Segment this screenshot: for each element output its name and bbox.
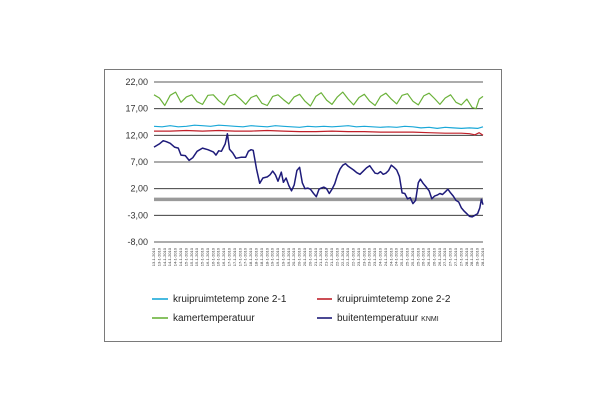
- x-tick-label: 24-1-2010: [378, 247, 383, 266]
- series-line-0: [153, 124, 484, 129]
- x-tick-label: 18-1-2010: [259, 247, 264, 266]
- x-tick-label: 20-1-2010: [297, 247, 302, 266]
- x-tick-label: 17-1-2010: [232, 247, 237, 266]
- y-tick-label: -8,00: [127, 237, 148, 247]
- x-tick-label: 16-1-2010: [205, 247, 210, 266]
- legend-item-buitentemperatuur: buitentemperatuur KNMI: [317, 313, 439, 324]
- x-tick-label: 19-1-2010: [270, 247, 275, 266]
- legend-label-zone-2-2: kruipruimtetemp zone 2-2: [337, 294, 451, 305]
- x-tick-label: 26-1-2010: [426, 247, 431, 266]
- x-tick-label: 26-1-2010: [437, 247, 442, 266]
- x-tick-label: 20-1-2010: [307, 247, 312, 266]
- x-tick-label: 16-1-2010: [210, 247, 215, 266]
- y-tick-label: 12,00: [125, 130, 148, 140]
- x-tick-label: 14-1-2010: [167, 247, 172, 266]
- x-tick-label: 15-1-2010: [200, 247, 205, 266]
- x-tick-label: 13-1-2010: [151, 247, 156, 266]
- y-tick-label: 22,00: [125, 77, 148, 87]
- y-tick-label: 7,00: [130, 157, 148, 167]
- x-tick-label: 17-1-2010: [227, 247, 232, 266]
- x-tick-label: 16-1-2010: [216, 247, 221, 266]
- x-tick-label: 28-1-2010: [475, 247, 480, 266]
- legend-item-kamertemperatuur: kamertemperatuur: [152, 313, 255, 324]
- x-tick-label: 24-1-2010: [383, 247, 388, 266]
- series-layer: [153, 91, 484, 218]
- y-tick-label: -3,00: [127, 210, 148, 220]
- legend-label-zone-2-1: kruipruimtetemp zone 2-1: [173, 294, 287, 305]
- x-axis-tick-labels: 13-1-2010 13-1-2010 14-1-2010 14-1-2010 14-1…: [151, 247, 485, 266]
- x-tick-label: 13-1-2010: [156, 247, 161, 266]
- x-tick-label: 23-1-2010: [367, 247, 372, 266]
- x-tick-label: 19-1-2010: [286, 247, 291, 266]
- x-tick-label: 23-1-2010: [361, 247, 366, 266]
- legend-label-buitentemperatuur: buitentemperatuur KNMI: [337, 313, 439, 324]
- legend-item-zone-2-1: kruipruimtetemp zone 2-1: [152, 294, 287, 305]
- x-tick-label: 15-1-2010: [194, 247, 199, 266]
- x-tick-label: 27-1-2010: [453, 247, 458, 266]
- x-tick-label: 25-1-2010: [415, 247, 420, 266]
- x-tick-label: 21-1-2010: [329, 247, 334, 266]
- legend-label-kamertemperatuur: kamertemperatuur: [173, 313, 255, 324]
- x-tick-label: 15-1-2010: [183, 247, 188, 266]
- x-tick-label: 20-1-2010: [291, 247, 296, 266]
- x-tick-label: 21-1-2010: [318, 247, 323, 266]
- chart-frame: [104, 69, 502, 342]
- x-tick-label: 17-1-2010: [243, 247, 248, 266]
- x-tick-label: 24-1-2010: [394, 247, 399, 266]
- x-tick-label: 28-1-2010: [464, 247, 469, 266]
- x-tick-label: 25-1-2010: [399, 247, 404, 266]
- x-tick-label: 26-1-2010: [421, 247, 426, 266]
- x-tick-label: 24-1-2010: [388, 247, 393, 266]
- x-tick-label: 17-1-2010: [237, 247, 242, 266]
- x-tick-label: 28-1-2010: [480, 247, 485, 266]
- x-tick-label: 22-1-2010: [351, 247, 356, 266]
- x-tick-label: 19-1-2010: [280, 247, 285, 266]
- x-tick-label: 15-1-2010: [189, 247, 194, 266]
- x-tick-label: 27-1-2010: [442, 247, 447, 266]
- x-tick-label: 23-1-2010: [372, 247, 377, 266]
- legend: kruipruimtetemp zone 2-1 kruipruimtetemp…: [152, 294, 451, 324]
- x-tick-label: 18-1-2010: [253, 247, 258, 266]
- x-tick-label: 18-1-2010: [264, 247, 269, 266]
- x-tick-label: 27-1-2010: [448, 247, 453, 266]
- series-line-1: [154, 129, 484, 136]
- x-tick-label: 16-1-2010: [221, 247, 226, 266]
- x-tick-label: 14-1-2010: [173, 247, 178, 266]
- x-tick-label: 14-1-2010: [162, 247, 167, 266]
- x-tick-label: 14-1-2010: [178, 247, 183, 266]
- x-tick-label: 22-1-2010: [340, 247, 345, 266]
- x-tick-label: 18-1-2010: [248, 247, 253, 266]
- x-tick-label: 22-1-2010: [345, 247, 350, 266]
- x-tick-label: 22-1-2010: [334, 247, 339, 266]
- x-tick-label: 19-1-2010: [275, 247, 280, 266]
- legend-label-knmi: KNMI: [421, 316, 439, 323]
- x-tick-label: 25-1-2010: [410, 247, 415, 266]
- legend-item-zone-2-2: kruipruimtetemp zone 2-2: [317, 294, 451, 305]
- y-tick-label: 2,00: [130, 184, 148, 194]
- legend-label-buitentemperatuur-main: buitentemperatuur: [337, 313, 419, 324]
- x-tick-label: 20-1-2010: [302, 247, 307, 266]
- x-tick-label: 27-1-2010: [458, 247, 463, 266]
- grid-layer: [154, 81, 483, 243]
- y-axis-tick-labels: 22,00 17,00 12,00 7,00 2,00 -3,00 -8,00: [125, 77, 148, 247]
- series-line-3: [153, 132, 484, 218]
- x-tick-label: 28-1-2010: [469, 247, 474, 266]
- series-line-2: [153, 91, 484, 110]
- x-tick-label: 23-1-2010: [356, 247, 361, 266]
- x-tick-label: 26-1-2010: [431, 247, 436, 266]
- y-tick-label: 17,00: [125, 104, 148, 114]
- x-tick-label: 21-1-2010: [324, 247, 329, 266]
- x-tick-label: 25-1-2010: [404, 247, 409, 266]
- x-tick-label: 21-1-2010: [313, 247, 318, 266]
